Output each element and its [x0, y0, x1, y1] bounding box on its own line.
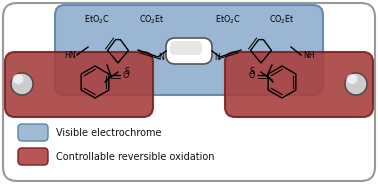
FancyBboxPatch shape	[18, 124, 48, 141]
FancyBboxPatch shape	[3, 3, 375, 181]
Text: Controllable reversible oxidation: Controllable reversible oxidation	[56, 152, 214, 162]
Text: EtO$_2$C: EtO$_2$C	[215, 14, 241, 26]
FancyBboxPatch shape	[5, 52, 153, 117]
FancyBboxPatch shape	[170, 41, 202, 55]
Text: N: N	[158, 52, 164, 61]
Text: N: N	[214, 52, 220, 61]
FancyBboxPatch shape	[55, 5, 323, 95]
Ellipse shape	[345, 73, 367, 95]
Text: EtO$_2$C: EtO$_2$C	[84, 14, 110, 26]
Text: NH: NH	[303, 50, 315, 59]
Ellipse shape	[347, 74, 358, 84]
Text: O: O	[249, 72, 255, 81]
Text: HN: HN	[64, 50, 76, 59]
Ellipse shape	[12, 74, 23, 84]
FancyBboxPatch shape	[166, 38, 212, 64]
Text: S: S	[249, 68, 254, 77]
Text: O: O	[123, 72, 129, 81]
FancyBboxPatch shape	[18, 148, 48, 165]
Text: CO$_2$Et: CO$_2$Et	[269, 14, 295, 26]
Text: S: S	[124, 68, 130, 77]
Ellipse shape	[11, 73, 33, 95]
Text: CO$_2$Et: CO$_2$Et	[139, 14, 165, 26]
Text: Visible electrochrome: Visible electrochrome	[56, 128, 161, 138]
FancyBboxPatch shape	[225, 52, 373, 117]
